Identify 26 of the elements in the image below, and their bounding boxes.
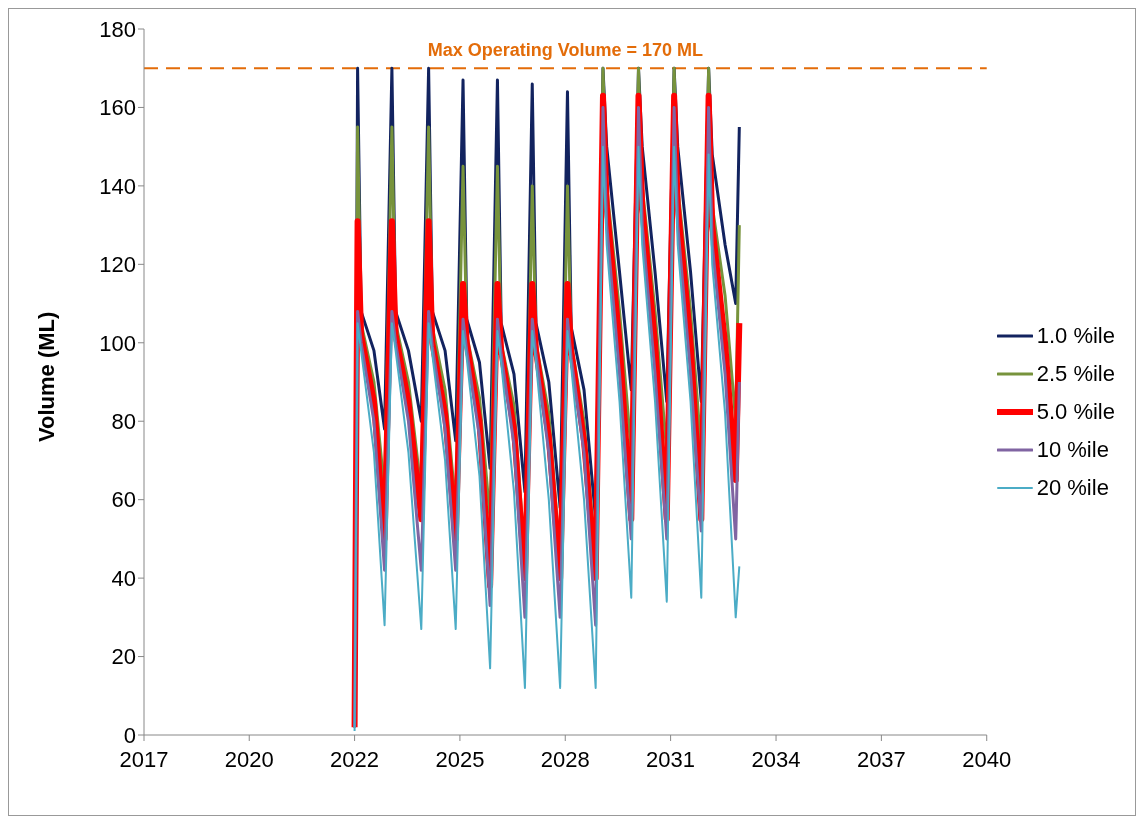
legend-label: 10 %ile — [1036, 436, 1109, 464]
y-tick-label: 120 — [99, 252, 136, 278]
y-tick-label: 80 — [111, 409, 136, 435]
y-tick-label: 180 — [99, 16, 136, 42]
legend-label: 1.0 %ile — [1036, 322, 1115, 350]
x-tick-label: 2025 — [435, 746, 485, 772]
x-tick-label: 2040 — [962, 746, 1012, 772]
x-tick-label: 2028 — [540, 746, 590, 772]
y-tick-label: 0 — [123, 722, 136, 748]
legend-label: 20 %ile — [1036, 474, 1109, 502]
y-tick-label: 60 — [111, 487, 136, 513]
y-tick-label: 140 — [99, 173, 136, 199]
ref-line-label: Max Operating Volume = 170 ML — [427, 40, 703, 61]
y-tick-label: 160 — [99, 95, 136, 121]
legend-label: 2.5 %ile — [1036, 360, 1115, 388]
x-tick-label: 2017 — [119, 746, 169, 772]
x-tick-label: 2031 — [646, 746, 696, 772]
y-axis-title: Volume (ML) — [33, 311, 59, 442]
y-tick-label: 20 — [111, 644, 136, 670]
x-tick-label: 2034 — [751, 746, 801, 772]
x-tick-label: 2022 — [330, 746, 380, 772]
legend-label: 5.0 %ile — [1036, 398, 1115, 426]
x-tick-label: 2020 — [224, 746, 274, 772]
x-tick-label: 2037 — [856, 746, 906, 772]
y-tick-label: 100 — [99, 330, 136, 356]
y-tick-label: 40 — [111, 565, 136, 591]
